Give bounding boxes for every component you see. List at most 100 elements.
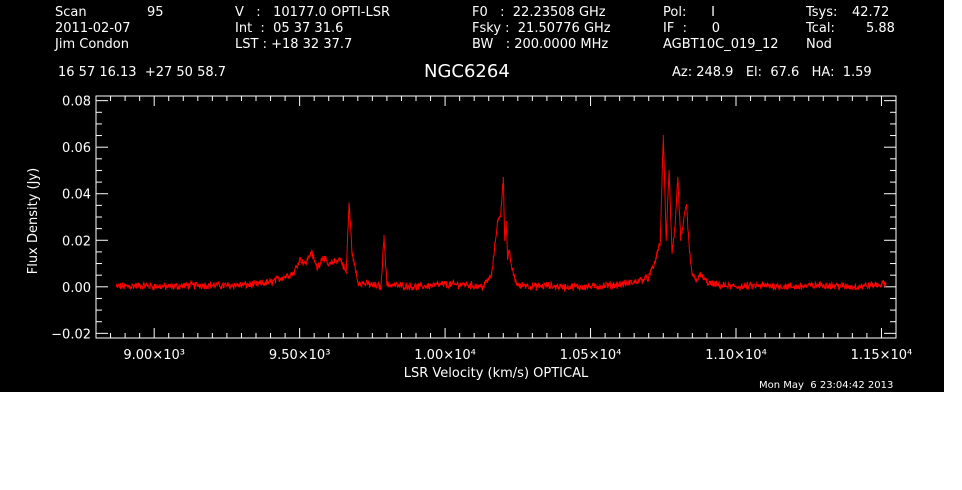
bandwidth-line: BW : 200.0000 MHz — [472, 37, 609, 52]
spectrum-point — [688, 251, 691, 253]
spectrum-chart: 9.00×10³ 9.50×10³ 1.00×10⁴ 1.05×10⁴ 1.10×10⁴… — [26, 95, 912, 381]
spectrum-point — [712, 283, 714, 286]
tcal-value: 5.88 — [866, 21, 895, 36]
spectrum-point — [415, 286, 417, 288]
spectrum-point — [400, 285, 403, 287]
spectrum-point — [491, 274, 493, 276]
spectrum-point — [648, 276, 650, 279]
spectrum-line — [115, 135, 887, 293]
axis-ticks: 9.00×10³ 9.50×10³ 1.00×10⁴ 1.05×10⁴ 1.10×10⁴… — [51, 95, 912, 363]
x-tick-label: 9.00×10³ — [123, 348, 185, 363]
y-tick-label: 0.02 — [62, 234, 91, 249]
spectrum-trace-group — [115, 134, 887, 293]
spectrum-point — [656, 251, 659, 253]
sky-frequency-line: Fsky : 21.50776 GHz — [472, 21, 611, 36]
spectrum-point — [507, 258, 509, 260]
spectrum-point — [269, 281, 272, 283]
spectrum-point — [674, 228, 676, 230]
y-tick-label: −0.02 — [51, 327, 91, 342]
spectrum-point — [345, 272, 347, 274]
observer-name: Jim Condon — [55, 37, 129, 52]
spectrum-point — [226, 285, 228, 287]
spectrum-point — [339, 258, 341, 260]
spectrum-point — [691, 274, 693, 276]
project-id: AGBT10C_019_12 — [663, 37, 779, 52]
x-tick-label: 1.10×10⁴ — [705, 348, 767, 363]
spectrum-point — [299, 258, 301, 260]
spectrum-point — [546, 285, 548, 287]
spectrum-point — [351, 251, 353, 253]
x-tick-label: 1.05×10⁴ — [560, 348, 622, 363]
spectrum-point — [677, 176, 679, 179]
spectrum-point — [511, 267, 513, 269]
spectrum-point — [514, 279, 516, 281]
spectrum-point — [304, 262, 307, 265]
spectrum-point — [322, 255, 324, 258]
spectrum-point — [316, 267, 318, 269]
spectrum-point — [793, 286, 795, 288]
spectrum-point — [633, 281, 635, 283]
spectrum-point — [386, 283, 388, 286]
velocity-line: V : 10177.0 OPTI-LSR — [235, 5, 391, 20]
spectrum-point — [735, 286, 737, 288]
spectrum-point — [589, 286, 592, 288]
spectrum-point — [706, 281, 708, 283]
spectrum-point — [880, 283, 883, 286]
axes-frame — [95, 95, 897, 339]
spectrum-point — [720, 285, 723, 287]
spectrum-point — [357, 281, 359, 283]
y-tick-label: 0.06 — [62, 141, 91, 156]
scan-number: 95 — [147, 5, 164, 20]
lst-line: LST : +18 32 37.7 — [235, 37, 353, 52]
spectrum-point — [505, 221, 507, 223]
spectrum-point — [653, 262, 656, 265]
spectrum-point — [499, 216, 501, 218]
spectrum-point — [464, 283, 467, 286]
spectrum-point — [380, 286, 382, 288]
spectrum-point — [851, 286, 853, 288]
spectrum-point — [531, 286, 533, 288]
integration-line: Int : 05 37 31.6 — [235, 21, 344, 36]
spectrum-point — [700, 274, 702, 276]
if-line: IF : 0 — [663, 21, 721, 36]
spectrum-point — [482, 286, 484, 288]
y-axis-label: Flux Density (Jy) — [26, 168, 41, 274]
spectrum-point — [680, 239, 682, 241]
spectrum-point — [619, 283, 621, 286]
spectrum-point — [115, 286, 117, 288]
x-tick-label: 1.00×10⁴ — [414, 348, 476, 363]
spectrum-point — [441, 283, 443, 286]
plot-panel: Scan 95 2011-02-07 Jim Condon 16 57 16.1… — [0, 0, 944, 392]
spectrum-point — [683, 221, 685, 223]
tsys-label: Tsys: — [806, 5, 838, 20]
spectrum-point — [659, 239, 661, 241]
observation-date: 2011-02-07 — [55, 21, 131, 36]
spectrum-point — [668, 169, 670, 172]
spectrum-point — [885, 282, 887, 284]
spectrum-point — [328, 265, 330, 267]
spectrum-point — [520, 286, 522, 288]
spectrum-point — [685, 204, 688, 206]
spectrum-point — [523, 283, 525, 286]
scan-label: Scan — [55, 5, 87, 20]
spectrum-point — [281, 276, 283, 279]
x-tick-label: 9.50×10³ — [269, 348, 331, 363]
spectrum-point — [348, 202, 350, 204]
y-tick-label: 0.00 — [62, 281, 91, 296]
pointing-info: Az: 248.9 El: 67.6 HA: 1.59 — [672, 65, 872, 80]
plot-timestamp: Mon May 6 23:04:42 2013 — [759, 380, 894, 391]
plot-frame — [95, 95, 897, 339]
spectrum-point — [197, 284, 199, 286]
spectrum-point — [496, 221, 499, 223]
spectrum-point — [822, 284, 824, 286]
polarization-line: Pol: I — [663, 5, 715, 20]
spectrum-point — [293, 272, 295, 274]
spectrum-point — [504, 239, 506, 241]
spectrum-point — [383, 235, 385, 237]
spectrum-point — [694, 279, 696, 281]
spectrum-point — [333, 260, 336, 262]
spectrum-point — [168, 286, 170, 288]
rest-frequency-line: F0 : 22.23508 GHz — [472, 5, 606, 20]
spectrum-point — [764, 285, 766, 287]
spectrum-point — [508, 251, 510, 253]
